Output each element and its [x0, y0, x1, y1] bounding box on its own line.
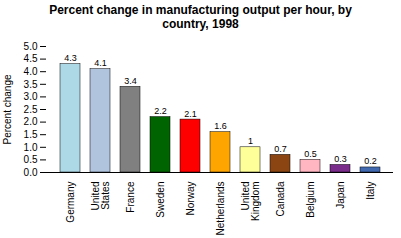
svg-text:3.4: 3.4 — [124, 76, 137, 86]
svg-text:1.5: 1.5 — [24, 129, 38, 140]
svg-text:Italy: Italy — [365, 182, 376, 200]
svg-text:4.1: 4.1 — [94, 58, 107, 68]
svg-text:2.5: 2.5 — [24, 104, 38, 115]
svg-text:3.0: 3.0 — [24, 91, 38, 102]
svg-text:1.6: 1.6 — [214, 121, 227, 131]
svg-text:Japan: Japan — [335, 182, 346, 209]
svg-text:Canada: Canada — [275, 181, 286, 216]
svg-text:Percent change: Percent change — [2, 74, 13, 144]
svg-text:France: France — [125, 181, 136, 213]
svg-text:0.5: 0.5 — [24, 154, 38, 165]
svg-text:1: 1 — [248, 136, 253, 146]
svg-text:1.0: 1.0 — [24, 142, 38, 153]
svg-text:0.2: 0.2 — [364, 156, 377, 166]
svg-text:5.0: 5.0 — [24, 41, 38, 52]
svg-text:4.5: 4.5 — [24, 53, 38, 64]
svg-text:UnitedKingdom: UnitedKingdom — [240, 182, 261, 221]
html-text:Percent change in manufacturin: Percent change in manufacturing output p… — [49, 3, 352, 31]
svg-text:2.2: 2.2 — [154, 106, 167, 116]
svg-text:UnitedStates: UnitedStates — [90, 182, 111, 211]
svg-text:2.0: 2.0 — [24, 116, 38, 127]
svg-text:Netherlands: Netherlands — [215, 182, 226, 236]
svg-text:Norway: Norway — [185, 182, 196, 216]
svg-text:0.3: 0.3 — [334, 154, 347, 164]
svg-text:4.0: 4.0 — [24, 66, 38, 77]
svg-text:4.3: 4.3 — [64, 53, 77, 63]
svg-text:3.5: 3.5 — [24, 79, 38, 90]
svg-text:2.1: 2.1 — [184, 109, 197, 119]
svg-text:Belgium: Belgium — [305, 182, 316, 218]
svg-text:Sweden: Sweden — [155, 182, 166, 218]
svg-text:0.5: 0.5 — [304, 149, 317, 159]
svg-text:0.0: 0.0 — [24, 167, 38, 178]
svg-text:Germany: Germany — [65, 182, 76, 223]
svg-text:0.7: 0.7 — [274, 144, 287, 154]
